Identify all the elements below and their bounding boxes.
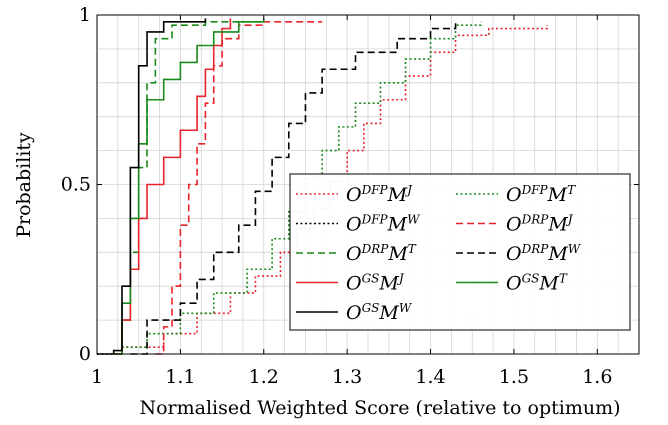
- x-axis-label: Normalised Weighted Score (relative to o…: [139, 397, 620, 419]
- y-tick-label: 1: [79, 4, 91, 26]
- legend-label: ODFPMW: [346, 213, 421, 236]
- x-tick-label: 1: [91, 366, 103, 388]
- legend-label: ODRPMW: [506, 242, 582, 265]
- series-line: [130, 21, 457, 355]
- legend-label: ODRPMJ: [506, 213, 574, 236]
- y-tick-label: 0: [79, 343, 91, 365]
- legend-label: ODRPMT: [346, 242, 417, 265]
- y-axis-label: Probability: [13, 132, 35, 238]
- legend-box: [289, 173, 631, 331]
- x-tick-label: 1.3: [332, 366, 362, 388]
- series-line: [155, 20, 323, 355]
- x-tick-label: 1.6: [582, 366, 612, 388]
- legend-label: OGSMW: [346, 301, 413, 324]
- axis-ticks: 1 1.1 1.2 1.3 1.4 1.5 1.6 0 0.5 1: [61, 4, 639, 388]
- legend-label: OGSMJ: [346, 272, 405, 295]
- x-tick-label: 1.2: [249, 366, 279, 388]
- legend-label: OGSMT: [506, 272, 568, 295]
- legend-label: ODFPMT: [506, 183, 576, 206]
- series-line: [97, 18, 207, 355]
- legend: ODFPMJ ODFPMT ODFPMW ODRPMJ ODRPMT ODRPMW OGSM…: [289, 173, 631, 331]
- x-tick-label: 1.5: [499, 366, 529, 388]
- legend-label: ODFPMJ: [346, 183, 413, 206]
- y-tick-label: 0.5: [61, 174, 91, 196]
- x-tick-label: 1.1: [165, 366, 195, 388]
- x-tick-label: 1.4: [415, 366, 445, 388]
